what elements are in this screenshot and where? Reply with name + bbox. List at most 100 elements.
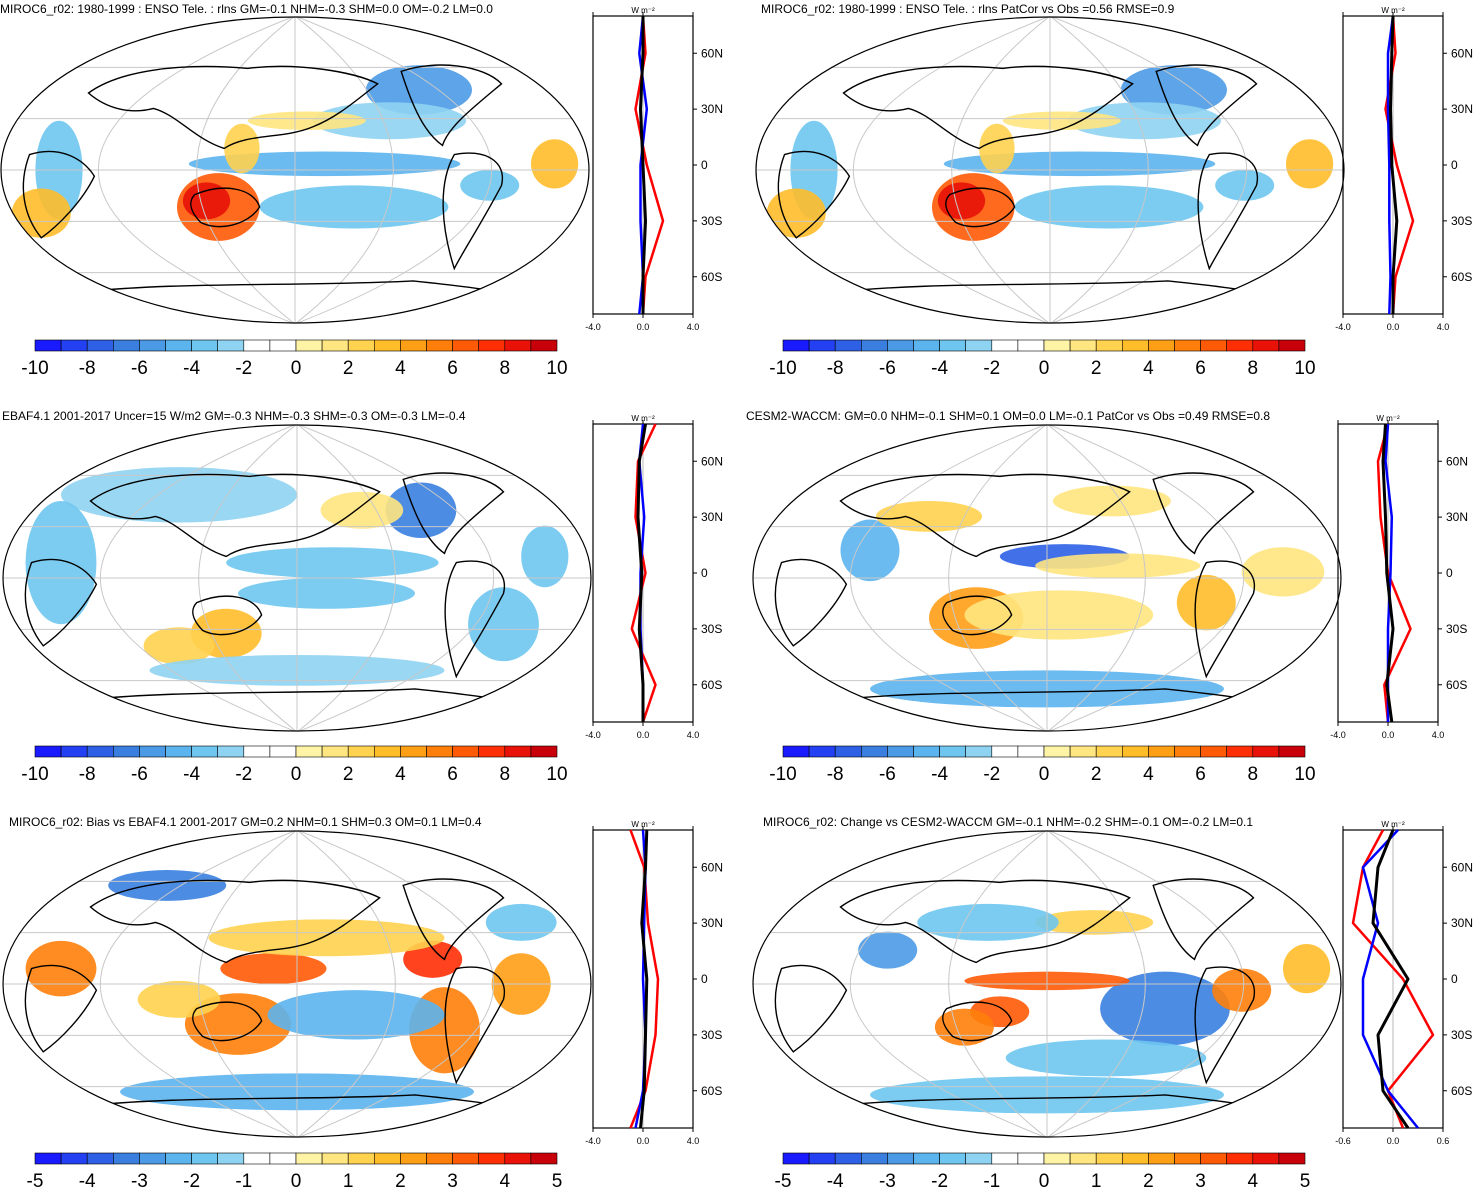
colorbar-swatch: [34, 745, 62, 758]
map-panel: [2, 424, 592, 732]
colorbar-swatch: [861, 1152, 888, 1165]
zonal-xtick-label: -0.6: [1335, 1136, 1351, 1146]
colorbar: -5 -4 -3 -2 -1 0 1 2 3 4 5: [775, 1152, 1310, 1192]
colorbar-label: 10: [546, 764, 567, 785]
colorbar-label: -8: [79, 764, 96, 785]
field-anomaly: [108, 870, 227, 901]
zonal-ytick-label: 60S: [1451, 1084, 1472, 1098]
field-anomaly: [247, 111, 366, 130]
colorbar-label: 2: [1143, 1171, 1154, 1192]
colorbar-label: 2: [1091, 764, 1102, 785]
zonal-units: W m⁻²: [631, 820, 655, 829]
colorbar-swatch: [1252, 745, 1280, 758]
zonal-units: W m⁻²: [631, 6, 655, 15]
field-anomaly: [531, 139, 579, 189]
colorbar-swatch: [60, 1152, 88, 1165]
zonal-ytick-label: 30N: [701, 102, 723, 116]
colorbar-swatch: [86, 1152, 114, 1165]
map-border: [2, 424, 592, 732]
colorbar: -10 -8 -6 -4 -2 0 2 4 6 8 10: [769, 339, 1316, 379]
field-anomaly: [934, 1008, 994, 1046]
zonal-ytick-label: 30N: [1446, 510, 1468, 524]
colorbar-swatch: [478, 745, 506, 758]
colorbar-swatch: [373, 339, 401, 352]
zonal-ytick-label: 0: [701, 972, 708, 986]
colorbar-swatch: [991, 1152, 1019, 1165]
colorbar-swatch: [321, 339, 349, 352]
colorbar-swatch: [34, 1152, 62, 1165]
field-anomaly: [1052, 485, 1171, 517]
colorbar-label: 5: [552, 1171, 563, 1192]
colorbar-label: 0: [1039, 1171, 1050, 1192]
field-anomaly: [1286, 139, 1334, 189]
colorbar-swatch: [1200, 1152, 1228, 1165]
zonal-ytick-label: 30S: [701, 214, 722, 228]
zonal-xtick-label: 0.0: [637, 730, 650, 740]
zonal-ytick-label: 60N: [701, 454, 723, 468]
colorbar-label: 4: [500, 1171, 511, 1192]
zonal-ytick-label: 30S: [1446, 622, 1467, 636]
field-anomaly: [917, 903, 1059, 941]
colorbar-label: 2: [343, 358, 354, 379]
panel-title: MIROC6_r02: Change vs CESM2-WACCM GM=-0.…: [763, 815, 1254, 829]
zonal-line-difference: [1389, 15, 1399, 314]
colorbar-label: -5: [775, 1171, 792, 1192]
map-panel: [0, 16, 590, 324]
zonal-xtick-label: 4.0: [1437, 322, 1450, 332]
colorbar-swatch: [965, 745, 993, 758]
zonal-mean-plot: W m⁻² -4.0 0.0 4.0 60N 30N 0 30S 60S: [585, 6, 723, 332]
colorbar-swatch: [991, 339, 1019, 352]
field-anomaly: [143, 627, 215, 665]
colorbar-label: 1: [1091, 1171, 1102, 1192]
colorbar-label: -10: [769, 358, 796, 379]
colorbar-swatch: [1252, 1152, 1280, 1165]
colorbar-swatch: [373, 1152, 401, 1165]
colorbar-label: 8: [500, 358, 511, 379]
field-anomaly: [875, 501, 983, 532]
colorbar-swatch: [243, 339, 271, 352]
colorbar-swatch: [834, 1152, 862, 1165]
graticule: [753, 831, 1341, 1137]
colorbar-swatch: [808, 339, 836, 352]
zonal-xtick-label: 0.6: [1437, 1136, 1450, 1146]
colorbar: -10 -8 -6 -4 -2 0 2 4 6 8 10: [21, 339, 568, 379]
field-anomaly: [1035, 910, 1154, 935]
zonal-mean-plot: W m⁻² -0.6 0.0 0.6 60N 30N 0 30S 60S: [1335, 820, 1473, 1146]
colorbar-label: 0: [291, 764, 302, 785]
zonal-mean-plot: W m⁻² -4.0 0.0 4.0 60N 30N 0 30S 60S: [1330, 414, 1468, 740]
field-anomaly: [1241, 547, 1325, 597]
colorbar-label: 4: [1248, 1171, 1259, 1192]
field-anomaly: [259, 185, 449, 229]
colorbar-swatch: [426, 745, 453, 758]
colorbar-swatch: [965, 339, 993, 352]
colorbar-label: 10: [1294, 764, 1315, 785]
field-anomaly: [468, 587, 539, 662]
colorbar-label: -2: [235, 764, 252, 785]
colorbar-swatch: [1148, 1152, 1175, 1165]
colorbar-swatch: [808, 1152, 836, 1165]
colorbar-swatch: [913, 745, 940, 758]
colorbar-label: 4: [1143, 358, 1154, 379]
colorbar-swatch: [86, 745, 114, 758]
field-anomaly: [238, 578, 415, 609]
colorbar-label: -6: [131, 358, 148, 379]
zonal-mean-plot: W m⁻² -4.0 0.0 4.0 60N 30N 0 30S 60S: [585, 414, 723, 740]
zonal-xtick-label: 4.0: [1432, 730, 1445, 740]
colorbar-swatch: [1252, 339, 1280, 352]
zonal-line-difference: [636, 423, 647, 722]
colorbar-swatch: [1095, 745, 1123, 758]
field-anomaly: [1212, 968, 1272, 1012]
zonal-xtick-label: -4.0: [585, 1136, 601, 1146]
zonal-line-model: [634, 15, 665, 315]
colorbar-label: -4: [931, 358, 948, 379]
colorbar-label: -4: [183, 358, 200, 379]
field-anomaly: [1002, 111, 1121, 130]
map-border: [752, 830, 1342, 1138]
colorbar-label: 6: [447, 764, 458, 785]
field-anomaly: [1035, 553, 1201, 578]
field-anomaly: [25, 501, 97, 625]
zonal-ytick-label: 30S: [1451, 214, 1472, 228]
colorbar-swatch: [295, 745, 323, 758]
map-border: [752, 424, 1342, 732]
colorbar-swatch: [113, 339, 140, 352]
